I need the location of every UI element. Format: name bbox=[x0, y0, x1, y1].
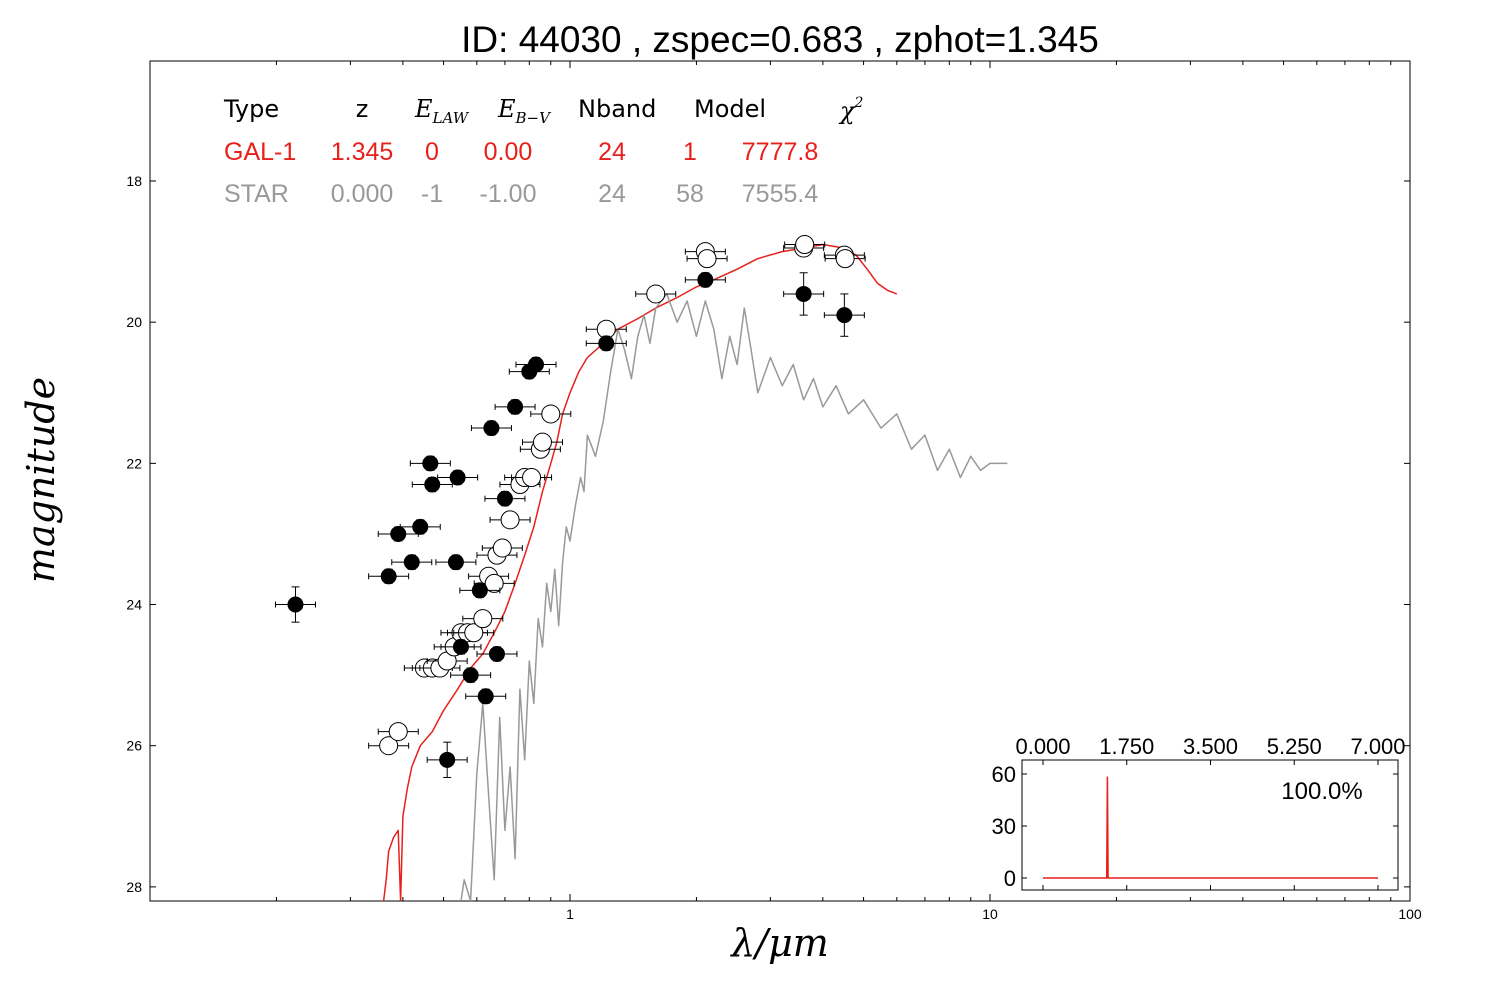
model-photometry-point bbox=[473, 609, 493, 629]
inset-x-tick-label: 3.500 bbox=[1183, 734, 1238, 759]
observed-photometry-point bbox=[447, 554, 464, 571]
y-axis-label: magnitude bbox=[19, 377, 63, 583]
fit-table-cell: -1 bbox=[421, 180, 443, 208]
fit-table: Type z ELAW EB−V Nband Model χ2 GAL-1 1.3… bbox=[223, 95, 864, 208]
fit-table-cell: 0.000 bbox=[331, 180, 394, 208]
chart-title: ID: 44030 , zspec=0.683 , zphot=1.345 bbox=[461, 19, 1099, 60]
fit-table-cell: 0.00 bbox=[484, 138, 533, 166]
fit-table-cell: 7555.4 bbox=[742, 180, 819, 208]
inset-y-tick-label: 30 bbox=[992, 814, 1016, 839]
inset-y-tick-label: 0 bbox=[1004, 866, 1016, 891]
observed-photometry-point bbox=[422, 455, 439, 472]
fit-table-cell: STAR bbox=[224, 180, 289, 208]
y-tick-label: 22 bbox=[126, 455, 142, 471]
observed-photometry-point bbox=[488, 645, 505, 662]
observed-photometry-point bbox=[507, 398, 524, 415]
model-photometry-point bbox=[484, 573, 504, 593]
model-photometry-point bbox=[464, 623, 484, 643]
fit-table-cell: 58 bbox=[676, 180, 704, 208]
y-tick-label: 26 bbox=[126, 738, 142, 754]
x-tick-label: 1 bbox=[566, 906, 574, 922]
model-photometry-point bbox=[492, 538, 512, 558]
model-photometry-point bbox=[500, 510, 520, 530]
model-photometry-point bbox=[379, 736, 399, 756]
observed-photometry-point bbox=[477, 688, 494, 705]
observed-photometry-point bbox=[528, 356, 545, 373]
observed-photometry-point bbox=[697, 271, 714, 288]
table-header-model: Model bbox=[694, 95, 766, 123]
fit-table-cell: 24 bbox=[598, 138, 626, 166]
inset-y-tick-label: 60 bbox=[992, 762, 1016, 787]
inset-x-tick-label: 7.000 bbox=[1350, 734, 1405, 759]
fit-table-cell: GAL-1 bbox=[224, 138, 296, 166]
fit-table-cell: 24 bbox=[598, 180, 626, 208]
fit-table-cell: -1.00 bbox=[480, 180, 537, 208]
observed-photometry-point bbox=[483, 420, 500, 437]
x-axis-label: λ/μm bbox=[729, 921, 829, 965]
pdz-curve bbox=[1043, 776, 1378, 879]
y-tick-label: 18 bbox=[126, 173, 142, 189]
fit-table-cell: 0 bbox=[425, 138, 439, 166]
table-header-z: z bbox=[356, 95, 369, 123]
observed-photometry-point bbox=[380, 568, 397, 585]
model-photometry-point bbox=[697, 249, 717, 269]
pdz-inset: 0.000 1.750 3.500 5.250 7.000 0 30 60 100.0% bbox=[992, 734, 1406, 891]
observed-photometry-point bbox=[403, 554, 420, 571]
observed-photometry-point bbox=[439, 751, 456, 768]
y-tick-label: 24 bbox=[126, 597, 142, 613]
table-header-ebv: EB−V bbox=[497, 95, 552, 127]
plot-frame bbox=[149, 60, 1411, 902]
observed-photometry-point bbox=[390, 525, 407, 542]
observed-photometry-point bbox=[471, 582, 488, 599]
model-curves bbox=[382, 243, 1008, 901]
inset-x-tick-label: 0.000 bbox=[1015, 734, 1070, 759]
observed-photometry-point bbox=[795, 285, 812, 302]
table-header-type: Type bbox=[223, 95, 279, 123]
model-photometry-point bbox=[646, 284, 666, 304]
curve-star bbox=[460, 293, 1008, 901]
x-tick-label: 10 bbox=[982, 906, 998, 922]
model-photometry-point bbox=[541, 404, 561, 424]
table-header-chi2: χ2 bbox=[838, 95, 864, 125]
observed-photometry-point bbox=[598, 335, 615, 352]
inset-x-tick-label: 1.750 bbox=[1099, 734, 1154, 759]
inset-probability-label: 100.0% bbox=[1281, 778, 1362, 805]
observed-photometry-point bbox=[412, 518, 429, 535]
table-header-nband: Nband bbox=[578, 95, 656, 123]
y-tick-label: 28 bbox=[126, 879, 142, 895]
inset-frame bbox=[1021, 759, 1399, 891]
curve-gal-1 bbox=[382, 243, 898, 901]
model-photometry-point bbox=[388, 722, 408, 742]
observed-photometry-point bbox=[452, 638, 469, 655]
inset-x-tick-label: 5.250 bbox=[1267, 734, 1322, 759]
observed-photometry-point bbox=[424, 476, 441, 493]
observed-photometry-point bbox=[462, 667, 479, 684]
observed-photometry-point bbox=[287, 596, 304, 613]
fit-table-cell: 1 bbox=[683, 138, 697, 166]
model-photometry-point bbox=[795, 235, 815, 255]
model-photometry-point bbox=[522, 467, 542, 487]
fit-table-cell: 1.345 bbox=[331, 138, 394, 166]
observed-photometry-point bbox=[449, 469, 466, 486]
observed-photometry-point bbox=[496, 490, 513, 507]
model-photometry-point bbox=[835, 249, 855, 269]
x-tick-label: 100 bbox=[1398, 906, 1422, 922]
observed-photometry-point bbox=[836, 307, 853, 324]
table-header-elaw: ELAW bbox=[414, 95, 470, 127]
model-photometry-point bbox=[532, 432, 552, 452]
photometry-points bbox=[274, 235, 866, 778]
fit-table-cell: 7777.8 bbox=[742, 138, 818, 166]
y-tick-label: 20 bbox=[126, 314, 142, 330]
